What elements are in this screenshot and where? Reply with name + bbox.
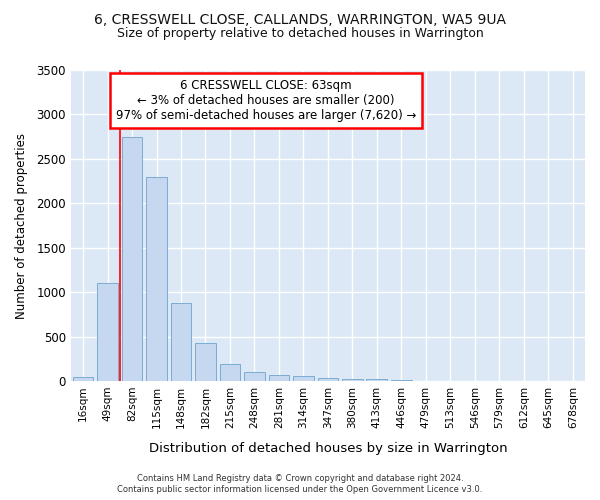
Bar bbox=[122, 136, 142, 381]
Bar bbox=[342, 379, 363, 381]
Bar bbox=[73, 376, 94, 381]
Text: 6, CRESSWELL CLOSE, CALLANDS, WARRINGTON, WA5 9UA: 6, CRESSWELL CLOSE, CALLANDS, WARRINGTON… bbox=[94, 12, 506, 26]
Text: Contains HM Land Registry data © Crown copyright and database right 2024.
Contai: Contains HM Land Registry data © Crown c… bbox=[118, 474, 482, 494]
Bar bbox=[220, 364, 241, 381]
Bar bbox=[269, 375, 289, 381]
Text: 6 CRESSWELL CLOSE: 63sqm
← 3% of detached houses are smaller (200)
97% of semi-d: 6 CRESSWELL CLOSE: 63sqm ← 3% of detache… bbox=[116, 80, 416, 122]
Bar bbox=[170, 304, 191, 381]
Y-axis label: Number of detached properties: Number of detached properties bbox=[15, 132, 28, 318]
X-axis label: Distribution of detached houses by size in Warrington: Distribution of detached houses by size … bbox=[149, 442, 507, 455]
Bar bbox=[367, 380, 387, 381]
Bar bbox=[97, 284, 118, 381]
Bar bbox=[244, 372, 265, 381]
Text: Size of property relative to detached houses in Warrington: Size of property relative to detached ho… bbox=[116, 28, 484, 40]
Bar bbox=[146, 176, 167, 381]
Bar bbox=[317, 378, 338, 381]
Bar bbox=[391, 380, 412, 381]
Bar bbox=[195, 343, 216, 381]
Bar bbox=[293, 376, 314, 381]
